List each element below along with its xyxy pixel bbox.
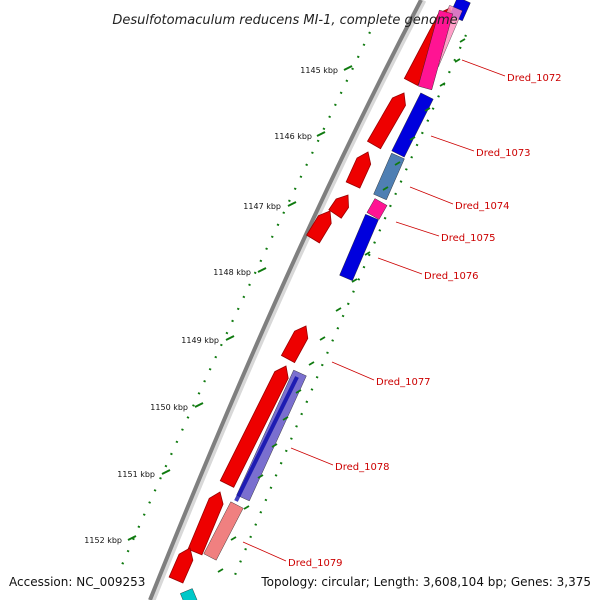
reverse-cds-feature[interactable]: [418, 9, 453, 91]
reverse-cds-feature[interactable]: [366, 198, 388, 220]
gene-label-connector: [331, 361, 375, 381]
reverse-cds-core: [234, 376, 299, 502]
reverse-cds-feature[interactable]: [180, 588, 198, 600]
tick-label: 1152 kbp: [84, 536, 122, 545]
tick-label: 1149 kbp: [181, 336, 219, 345]
minor-tick-mark: [335, 307, 342, 312]
forward-cds-feature[interactable]: [366, 92, 406, 150]
tick-mark: [161, 469, 171, 475]
gene-label-connector: [377, 257, 423, 275]
tick-layer: 1145 kbp 1146 kbp 1147 kbp 1148 kbp 1149 kbp…: [84, 38, 466, 573]
reverse-cds-feature[interactable]: [391, 92, 434, 158]
tick-mark: [225, 335, 235, 341]
minor-tick-mark: [282, 416, 289, 421]
minor-tick-mark: [424, 107, 431, 112]
gene-label: Dred_1078: [335, 462, 390, 473]
gene-label: Dred_1073: [476, 148, 531, 159]
tick-label: 1145 kbp: [300, 66, 338, 75]
minor-tick-mark: [439, 82, 446, 87]
tick-label: 1146 kbp: [274, 132, 312, 141]
gene-label: Dred_1074: [455, 201, 510, 212]
tick-label: 1150 kbp: [150, 403, 188, 412]
gene-label: Dred_1072: [507, 73, 562, 84]
minor-tick-mark: [217, 568, 224, 573]
minor-tick-mark: [243, 505, 250, 510]
minor-tick-mark: [257, 474, 264, 479]
forward-cds-feature[interactable]: [345, 151, 372, 189]
gene-label-connector: [409, 186, 454, 205]
tick-mark: [257, 267, 267, 273]
minor-tick-mark: [271, 443, 278, 448]
tick-mark: [287, 201, 297, 207]
gene-label-connector: [242, 541, 287, 562]
forward-cds-feature[interactable]: [219, 365, 289, 488]
tick-label: 1148 kbp: [213, 268, 251, 277]
gene-label-connector: [430, 135, 475, 152]
forward-cds-feature[interactable]: [328, 194, 349, 219]
dotted-guide-layer: [120, 31, 468, 576]
minor-tick-mark: [382, 186, 389, 191]
genome-backbone: [148, 0, 423, 600]
gene-label: Dred_1079: [288, 558, 343, 569]
forward-cds-feature[interactable]: [306, 210, 332, 244]
forward-cds-feature[interactable]: [280, 325, 309, 364]
gene-label: Dred_1077: [376, 377, 431, 388]
reverse-cds-feature[interactable]: [373, 152, 405, 201]
map-title: Desulfotomaculum reducens MI-1, complete…: [112, 13, 457, 28]
reverse-cds-feature[interactable]: [339, 213, 379, 282]
tick-mark: [316, 131, 326, 137]
minor-tick-mark: [319, 336, 326, 341]
gene-label: Dred_1075: [441, 233, 496, 244]
minor-tick-mark: [409, 136, 416, 141]
minor-tick-mark: [295, 389, 302, 394]
gene-label-connector: [461, 59, 506, 77]
tick-label: 1147 kbp: [243, 202, 281, 211]
minor-tick-mark: [308, 361, 315, 366]
gene-label-layer: Dred_1072 Dred_1073 Dred_1074 Dred_1075 Dred…: [242, 59, 562, 569]
tick-mark: [194, 402, 204, 408]
inner-dotted-guide: [233, 34, 468, 576]
genome-summary-text: Topology: circular; Length: 3,608,104 bp…: [260, 575, 591, 589]
backbone-shadow: [148, 0, 427, 600]
reverse-cds-feature[interactable]: [203, 501, 244, 561]
gene-label-connector: [395, 221, 440, 237]
gene-features-layer: [168, 0, 471, 600]
minor-tick-mark: [364, 251, 371, 256]
gene-label-connector: [290, 447, 334, 466]
tick-label: 1151 kbp: [117, 470, 155, 479]
forward-cds-feature[interactable]: [168, 547, 194, 584]
tick-mark: [343, 65, 353, 71]
minor-tick-mark: [230, 536, 237, 541]
gene-label: Dred_1076: [424, 271, 479, 282]
minor-tick-mark: [351, 278, 358, 283]
minor-tick-mark: [454, 58, 461, 63]
accession-text: Accession: NC_009253: [9, 575, 145, 589]
tick-mark: [127, 535, 137, 541]
minor-tick-mark: [459, 38, 466, 43]
minor-tick-mark: [394, 161, 401, 166]
